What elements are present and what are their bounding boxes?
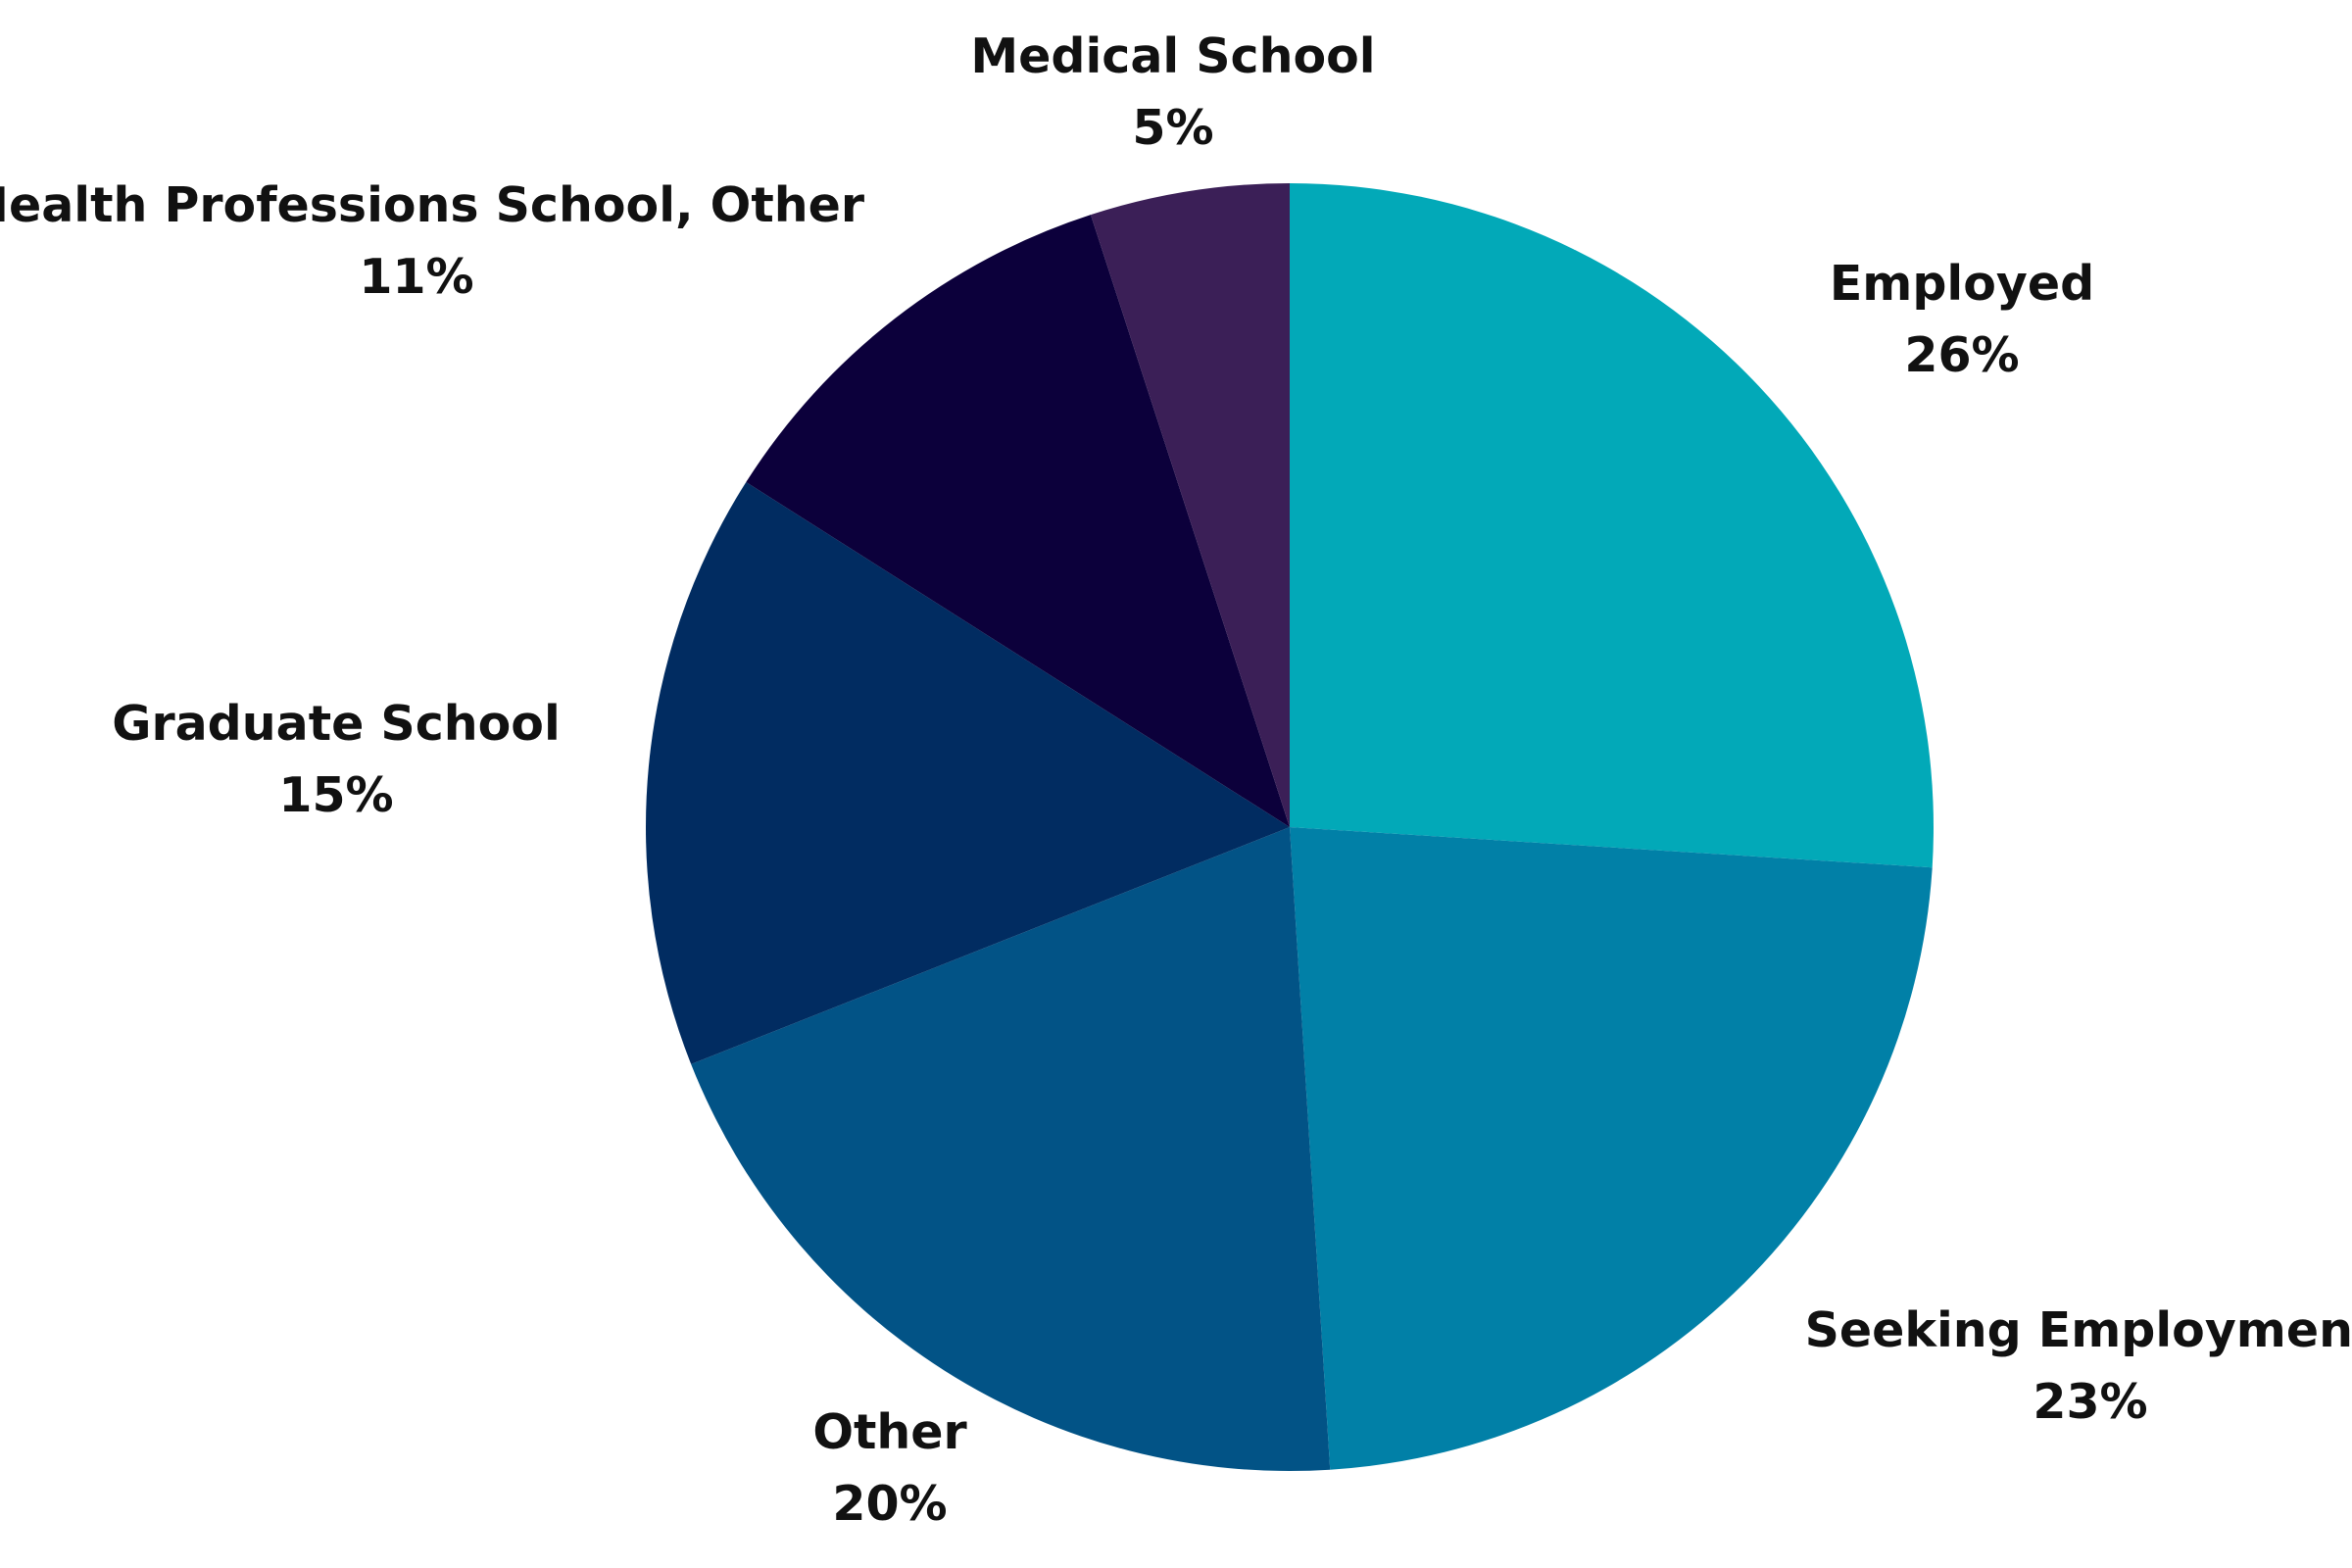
- slice-label: Other: [812, 1404, 967, 1460]
- slice-label: Graduate School: [112, 696, 561, 752]
- slice-percent-label: 11%: [359, 249, 473, 305]
- slice-percent-label: 20%: [832, 1476, 947, 1532]
- slice-seeking-employment: [1290, 827, 1933, 1470]
- slice-percent-label: 23%: [2033, 1374, 2147, 1430]
- slice-employed: [1290, 183, 1934, 868]
- slice-label: Health Professions School, Other: [0, 177, 865, 233]
- slice-graduate-school: [646, 481, 1290, 1064]
- slices-group: [646, 183, 1934, 1471]
- slice-label: Seeking Employment: [1805, 1302, 2352, 1358]
- slice-medical-school: [1090, 183, 1290, 827]
- labels-group: Employed 26% Seeking Employment 23% Other 20%…: [0, 28, 2352, 1532]
- slice-other: [691, 827, 1331, 1471]
- slice-percent-label: 5%: [1132, 100, 1213, 156]
- slice-percent-label: 26%: [1904, 327, 2019, 383]
- slice-label: Medical School: [970, 28, 1375, 84]
- slice-percent-label: 15%: [278, 767, 393, 823]
- slice-health-professions-school-other: [746, 215, 1290, 827]
- slice-label: Employed: [1830, 256, 2094, 312]
